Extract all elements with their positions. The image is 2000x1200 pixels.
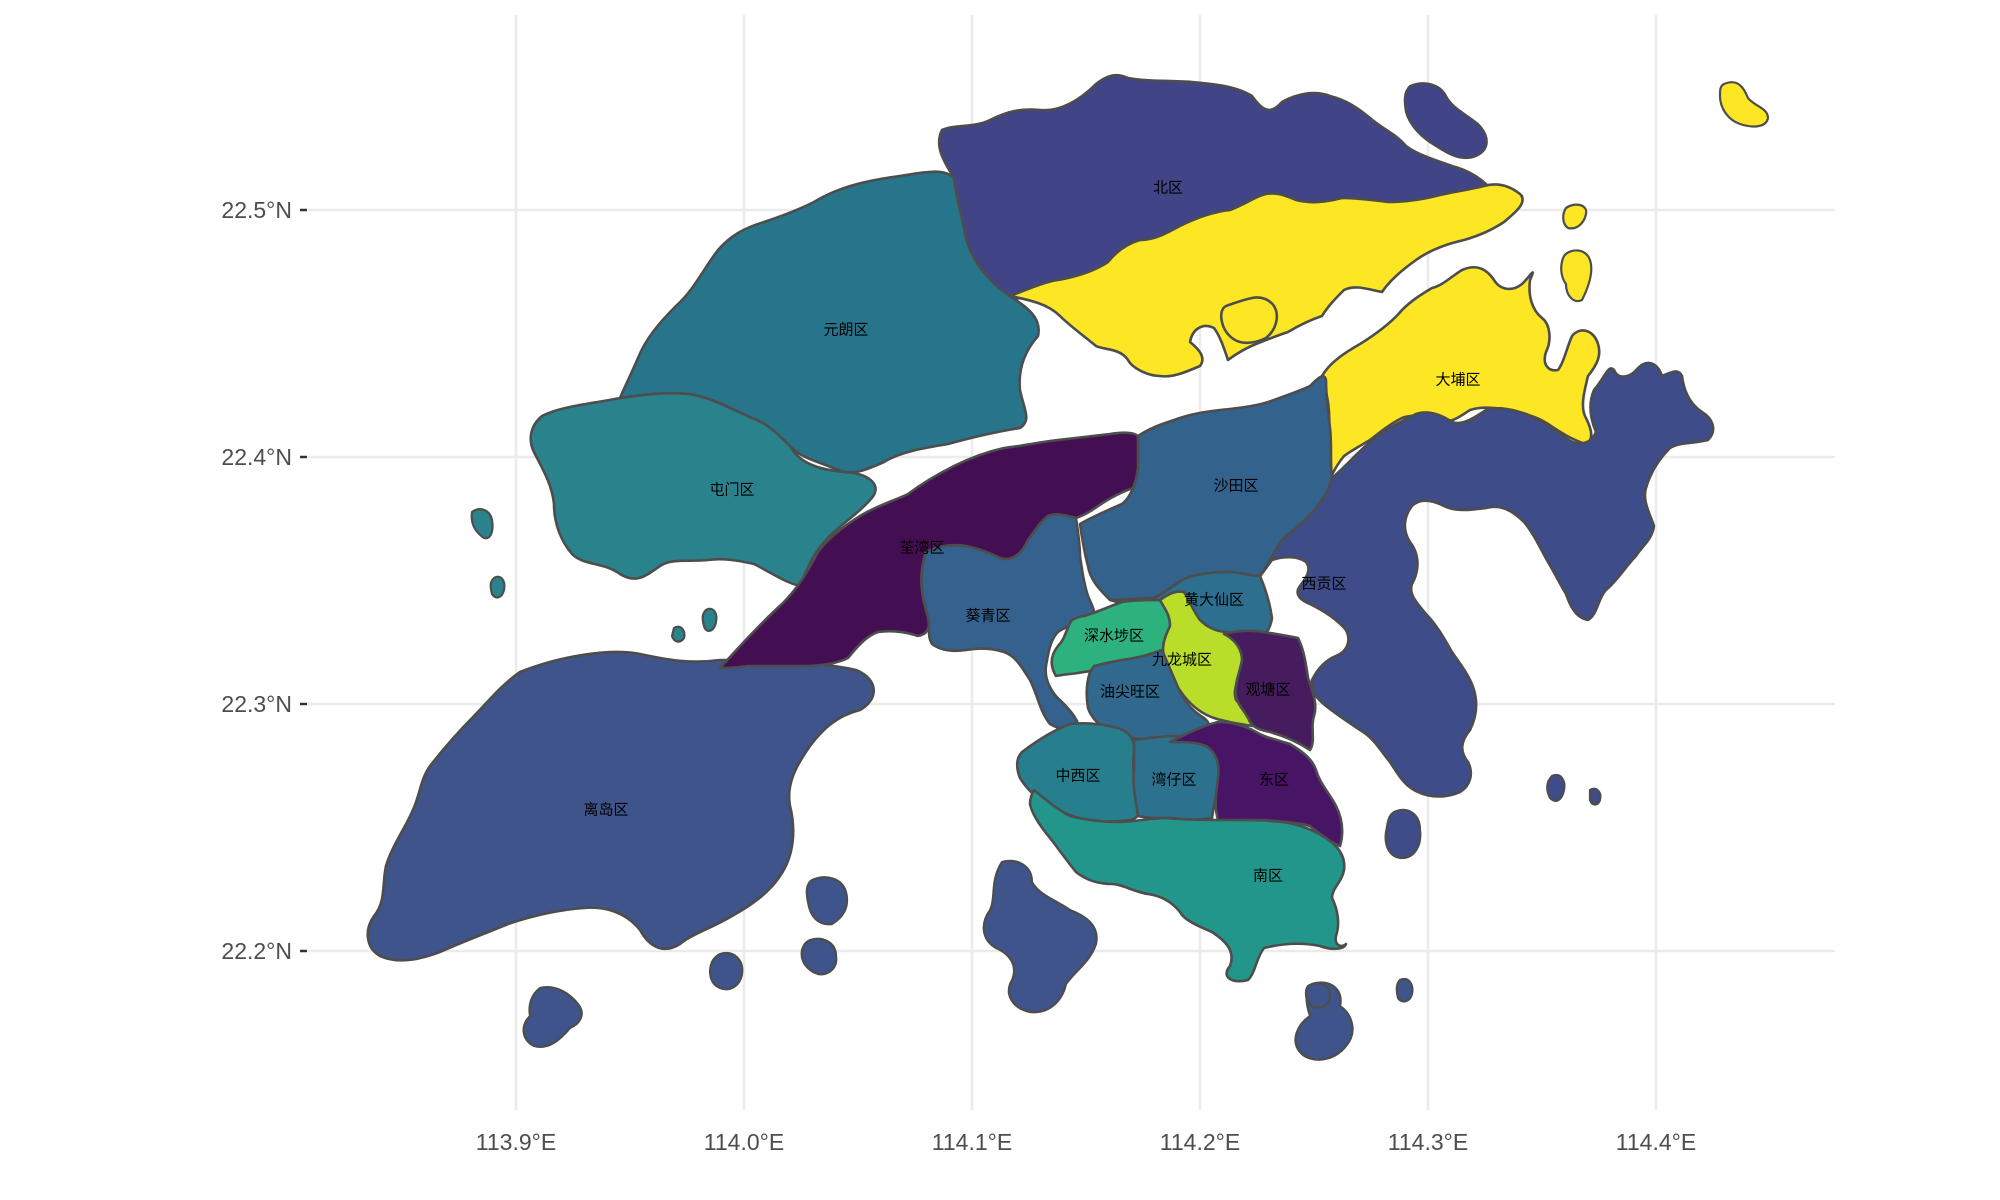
- x-tick-label-113-9: 113.9°E: [476, 1129, 556, 1155]
- island-south-7: [1304, 982, 1332, 1009]
- island-tai-po-1: [1562, 203, 1588, 230]
- district-label-islands: 离岛区: [583, 801, 628, 819]
- district-label-kwun-tong: 观塘区: [1245, 681, 1290, 699]
- district-kwun-tong[interactable]: [1222, 629, 1317, 752]
- island-sai-kung-1: [1384, 808, 1422, 860]
- district-eastern[interactable]: [1168, 720, 1344, 848]
- island-west-2: [489, 575, 506, 599]
- island-west-1: [470, 508, 494, 540]
- island-south-8: [1395, 977, 1414, 1003]
- island-sai-kung-2: [1546, 773, 1566, 802]
- x-tick-label-114-3: 114.3°E: [1388, 1129, 1468, 1155]
- y-tick-label-22-4: 22.4°N: [221, 444, 292, 470]
- district-label-yau-tsim-mong: 油尖旺区: [1100, 683, 1160, 701]
- district-label-wong-tai-sin: 黄大仙区: [1184, 591, 1244, 609]
- district-label-southern: 南区: [1253, 867, 1283, 885]
- y-tick-label-22-2: 22.2°N: [221, 938, 292, 964]
- district-label-kowloon-city: 九龙城区: [1152, 651, 1212, 669]
- district-labels: 北区 大埔区 元朗区 屯门区 荃湾区 沙田区 西贡区 离岛区 葵青区 黄大仙区 …: [583, 179, 1480, 885]
- island-west-4: [701, 607, 718, 632]
- district-southern[interactable]: [1028, 788, 1348, 983]
- island-west-3: [670, 625, 686, 643]
- district-label-central-western: 中西区: [1055, 767, 1100, 785]
- y-axis: 22.5°N 22.4°N 22.3°N 22.2°N: [221, 197, 307, 964]
- district-sai-kung[interactable]: [1258, 361, 1715, 798]
- district-islands[interactable]: [366, 650, 875, 962]
- district-label-yuen-long: 元朗区: [823, 321, 868, 339]
- y-tick-label-22-5: 22.5°N: [221, 197, 292, 223]
- island-south-5: [522, 986, 583, 1048]
- island-south-lamma: [982, 859, 1098, 1014]
- island-far-east: [1718, 81, 1770, 128]
- island-south-4: [709, 952, 744, 991]
- district-label-tuen-mun: 屯门区: [709, 481, 754, 499]
- x-tick-label-114-2: 114.2°E: [1160, 1129, 1240, 1155]
- y-tick-label-22-3: 22.3°N: [221, 691, 292, 717]
- district-label-sai-kung: 西贡区: [1301, 575, 1346, 593]
- district-kwai-tsing[interactable]: [920, 513, 1096, 732]
- district-label-sham-shui-po: 深水埗区: [1084, 627, 1144, 645]
- island-north-east: [1403, 82, 1488, 160]
- districts: [366, 73, 1715, 983]
- district-tai-po[interactable]: [1008, 183, 1524, 378]
- x-tick-label-114-0: 114.0°E: [704, 1129, 784, 1155]
- island-sai-kung-3: [1588, 787, 1602, 806]
- district-label-sha-tin: 沙田区: [1213, 477, 1258, 495]
- island-tai-po-2: [1560, 249, 1593, 303]
- islands: [470, 81, 1770, 1061]
- district-label-wan-chai: 湾仔区: [1151, 771, 1196, 789]
- district-label-eastern: 东区: [1259, 771, 1289, 789]
- district-label-north: 北区: [1153, 179, 1183, 197]
- district-label-tsuen-wan: 荃湾区: [899, 539, 944, 557]
- x-tick-label-114-4: 114.4°E: [1616, 1129, 1696, 1155]
- x-axis: 113.9°E 114.0°E 114.1°E 114.2°E 114.3°E …: [476, 1129, 1696, 1155]
- district-tai-po-east: [1320, 266, 1601, 490]
- district-label-tai-po: 大埔区: [1435, 371, 1480, 389]
- island-south-3: [800, 937, 838, 976]
- district-label-kwai-tsing: 葵青区: [965, 607, 1010, 625]
- x-tick-label-114-1: 114.1°E: [932, 1129, 1012, 1155]
- island-south-2: [805, 876, 849, 926]
